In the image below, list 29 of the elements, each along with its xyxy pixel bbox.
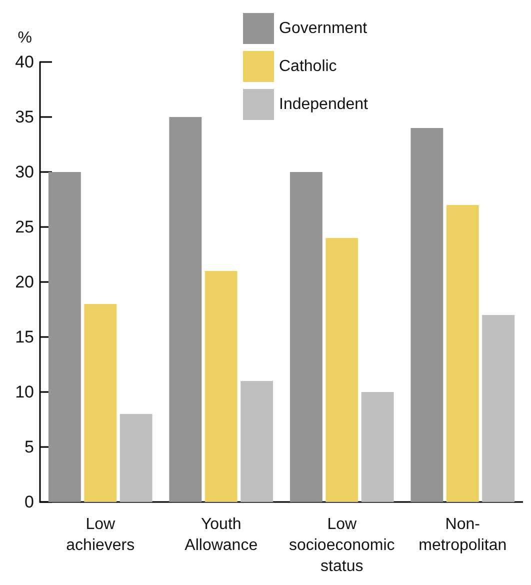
x-tick-label: Low socioeconomic status	[288, 516, 395, 575]
bar	[361, 392, 394, 502]
bar	[48, 172, 81, 502]
y-tick-label: 0	[24, 492, 34, 512]
bar	[84, 304, 117, 502]
y-tick-label: 10	[15, 382, 34, 402]
y-tick-label: 15	[15, 328, 34, 346]
y-tick-label: 40	[15, 52, 34, 72]
bar	[446, 205, 479, 502]
y-tick-label: 35	[15, 108, 34, 126]
y-tick-label: 25	[15, 218, 34, 236]
bar	[410, 128, 444, 502]
bar	[290, 172, 322, 502]
bar	[326, 238, 358, 502]
x-tick-label: Youth Allowance	[184, 516, 258, 554]
y-tick-label: 5	[24, 438, 34, 456]
legend-label: Government	[279, 20, 368, 37]
y-axis-title: %	[18, 30, 32, 46]
legend-label: Catholic	[279, 58, 337, 75]
bar	[120, 414, 152, 502]
bar	[169, 117, 202, 502]
y-tick-label: 30	[15, 162, 34, 182]
x-tick-label: Non- metropolitan	[418, 516, 507, 554]
legend-label: Independent	[279, 96, 369, 113]
bar	[482, 315, 515, 502]
x-tick-label: Low achievers	[66, 516, 135, 554]
y-tick-label: 20	[15, 272, 34, 292]
bar	[204, 271, 238, 502]
bar	[240, 381, 274, 502]
